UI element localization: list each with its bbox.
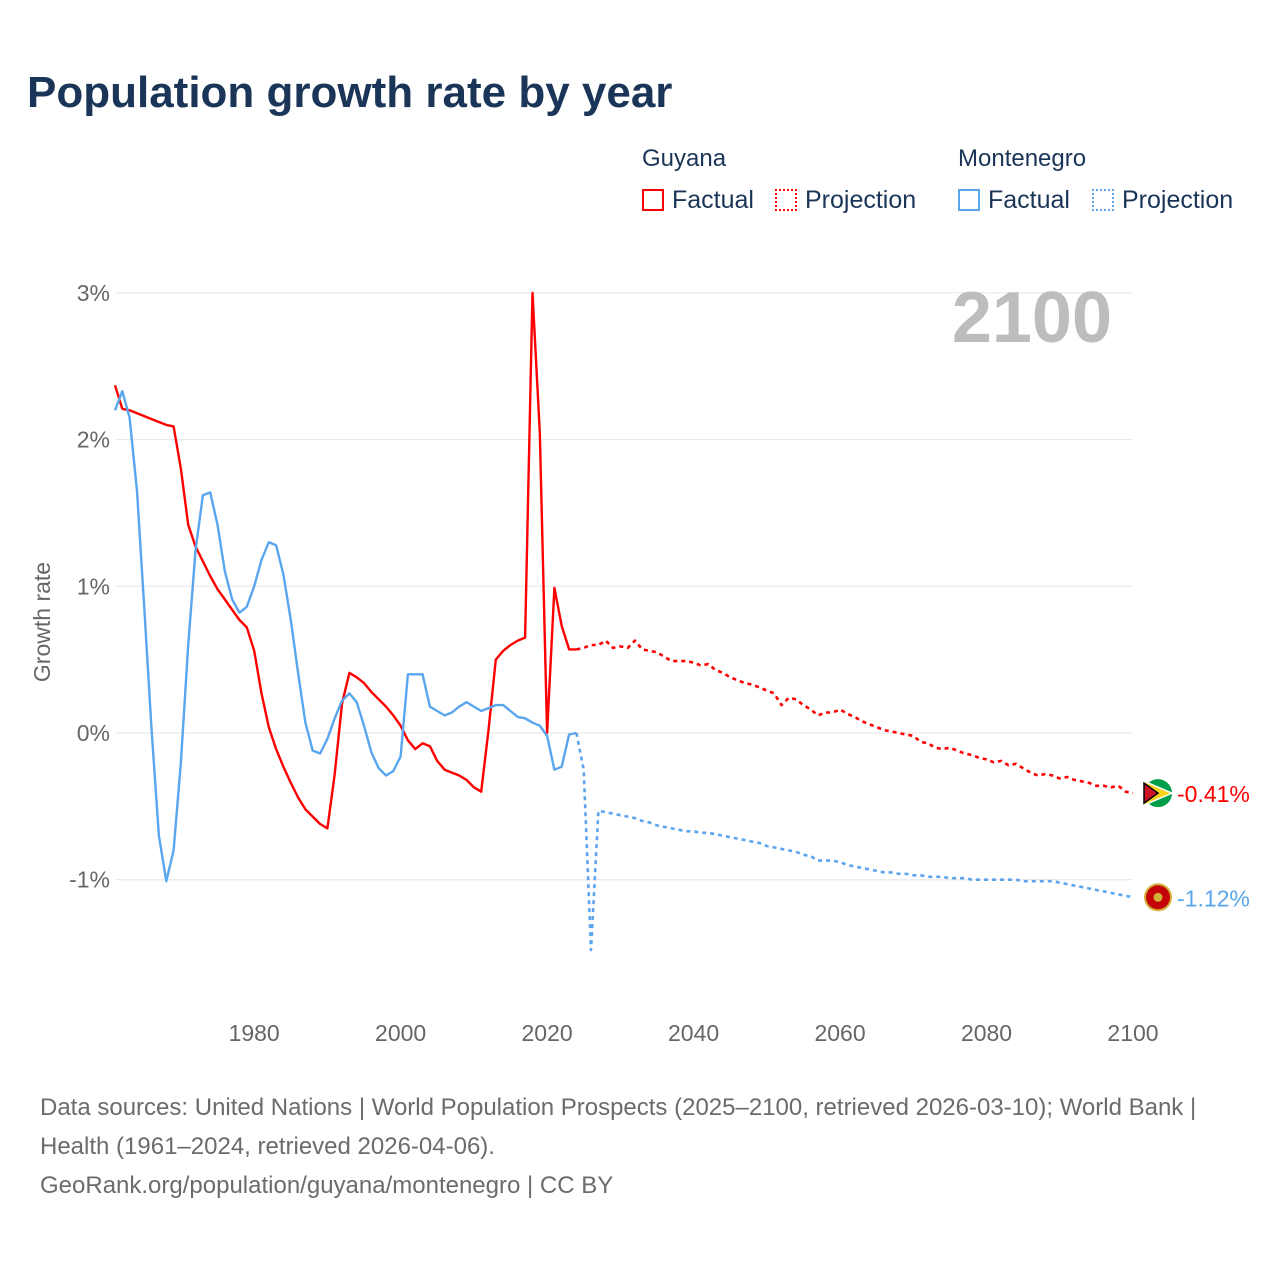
legend-group-montenegro: Montenegro: [958, 145, 1087, 172]
y-tick-label: -1%: [69, 867, 110, 893]
chart-title: Population growth rate by year: [27, 68, 673, 117]
y-tick-label: 2%: [77, 427, 110, 453]
legend-label: Projection: [805, 186, 917, 214]
y-tick-label: 3%: [77, 280, 110, 306]
legend-guyana-projection[interactable]: Projection: [775, 186, 916, 215]
legend-label: Factual: [672, 186, 754, 214]
legend-swatch-dotted: [1092, 189, 1114, 211]
x-tick-label: 2040: [668, 1020, 719, 1046]
year-watermark: 2100: [952, 278, 1112, 358]
legend-montenegro-factual[interactable]: Factual: [958, 186, 1070, 215]
series-line-guyana-factual: [113, 291, 577, 830]
flag-montenegro-icon: [1144, 883, 1172, 912]
y-tick-label: 0%: [77, 720, 110, 746]
legend-montenegro-projection[interactable]: Projection: [1092, 186, 1233, 215]
legend-label: Factual: [988, 186, 1070, 214]
legend-guyana-factual[interactable]: Factual: [642, 186, 754, 215]
x-tick-label: 2100: [1107, 1020, 1158, 1046]
legend-swatch-solid: [958, 189, 980, 211]
end-value-label: -0.41%: [1177, 781, 1250, 807]
x-tick-label: 1980: [229, 1020, 280, 1046]
x-tick-label: 2060: [814, 1020, 865, 1046]
data-sources: Data sources: United Nations | World Pop…: [40, 1094, 1197, 1160]
legend-swatch-dotted: [775, 189, 797, 211]
y-tick-label: 1%: [77, 573, 110, 599]
flag-guyana-icon: [1143, 779, 1174, 808]
legend-label: Projection: [1122, 186, 1234, 214]
footer: Data sources: United Nations | World Pop…: [40, 1088, 1240, 1205]
x-tick-label: 2080: [961, 1020, 1012, 1046]
line-chart: -1%0%1%2%3%1980 2000 2020 2040 2060 2080 2100 …: [29, 278, 1250, 1046]
x-tick-label: 2020: [522, 1020, 573, 1046]
series-line-montenegro-projection: [575, 732, 1134, 952]
legend-swatch-solid: [642, 189, 664, 211]
y-axis-label: Growth rate: [29, 562, 55, 682]
series-line-montenegro-factual: [113, 390, 577, 883]
attribution-link[interactable]: GeoRank.org/population/guyana/montenegro…: [40, 1172, 614, 1199]
series-line-guyana-projection: [576, 639, 1134, 795]
x-tick-label: 2000: [375, 1020, 426, 1046]
legend-group-guyana: Guyana: [642, 145, 727, 172]
end-value-label: -1.12%: [1177, 885, 1250, 911]
